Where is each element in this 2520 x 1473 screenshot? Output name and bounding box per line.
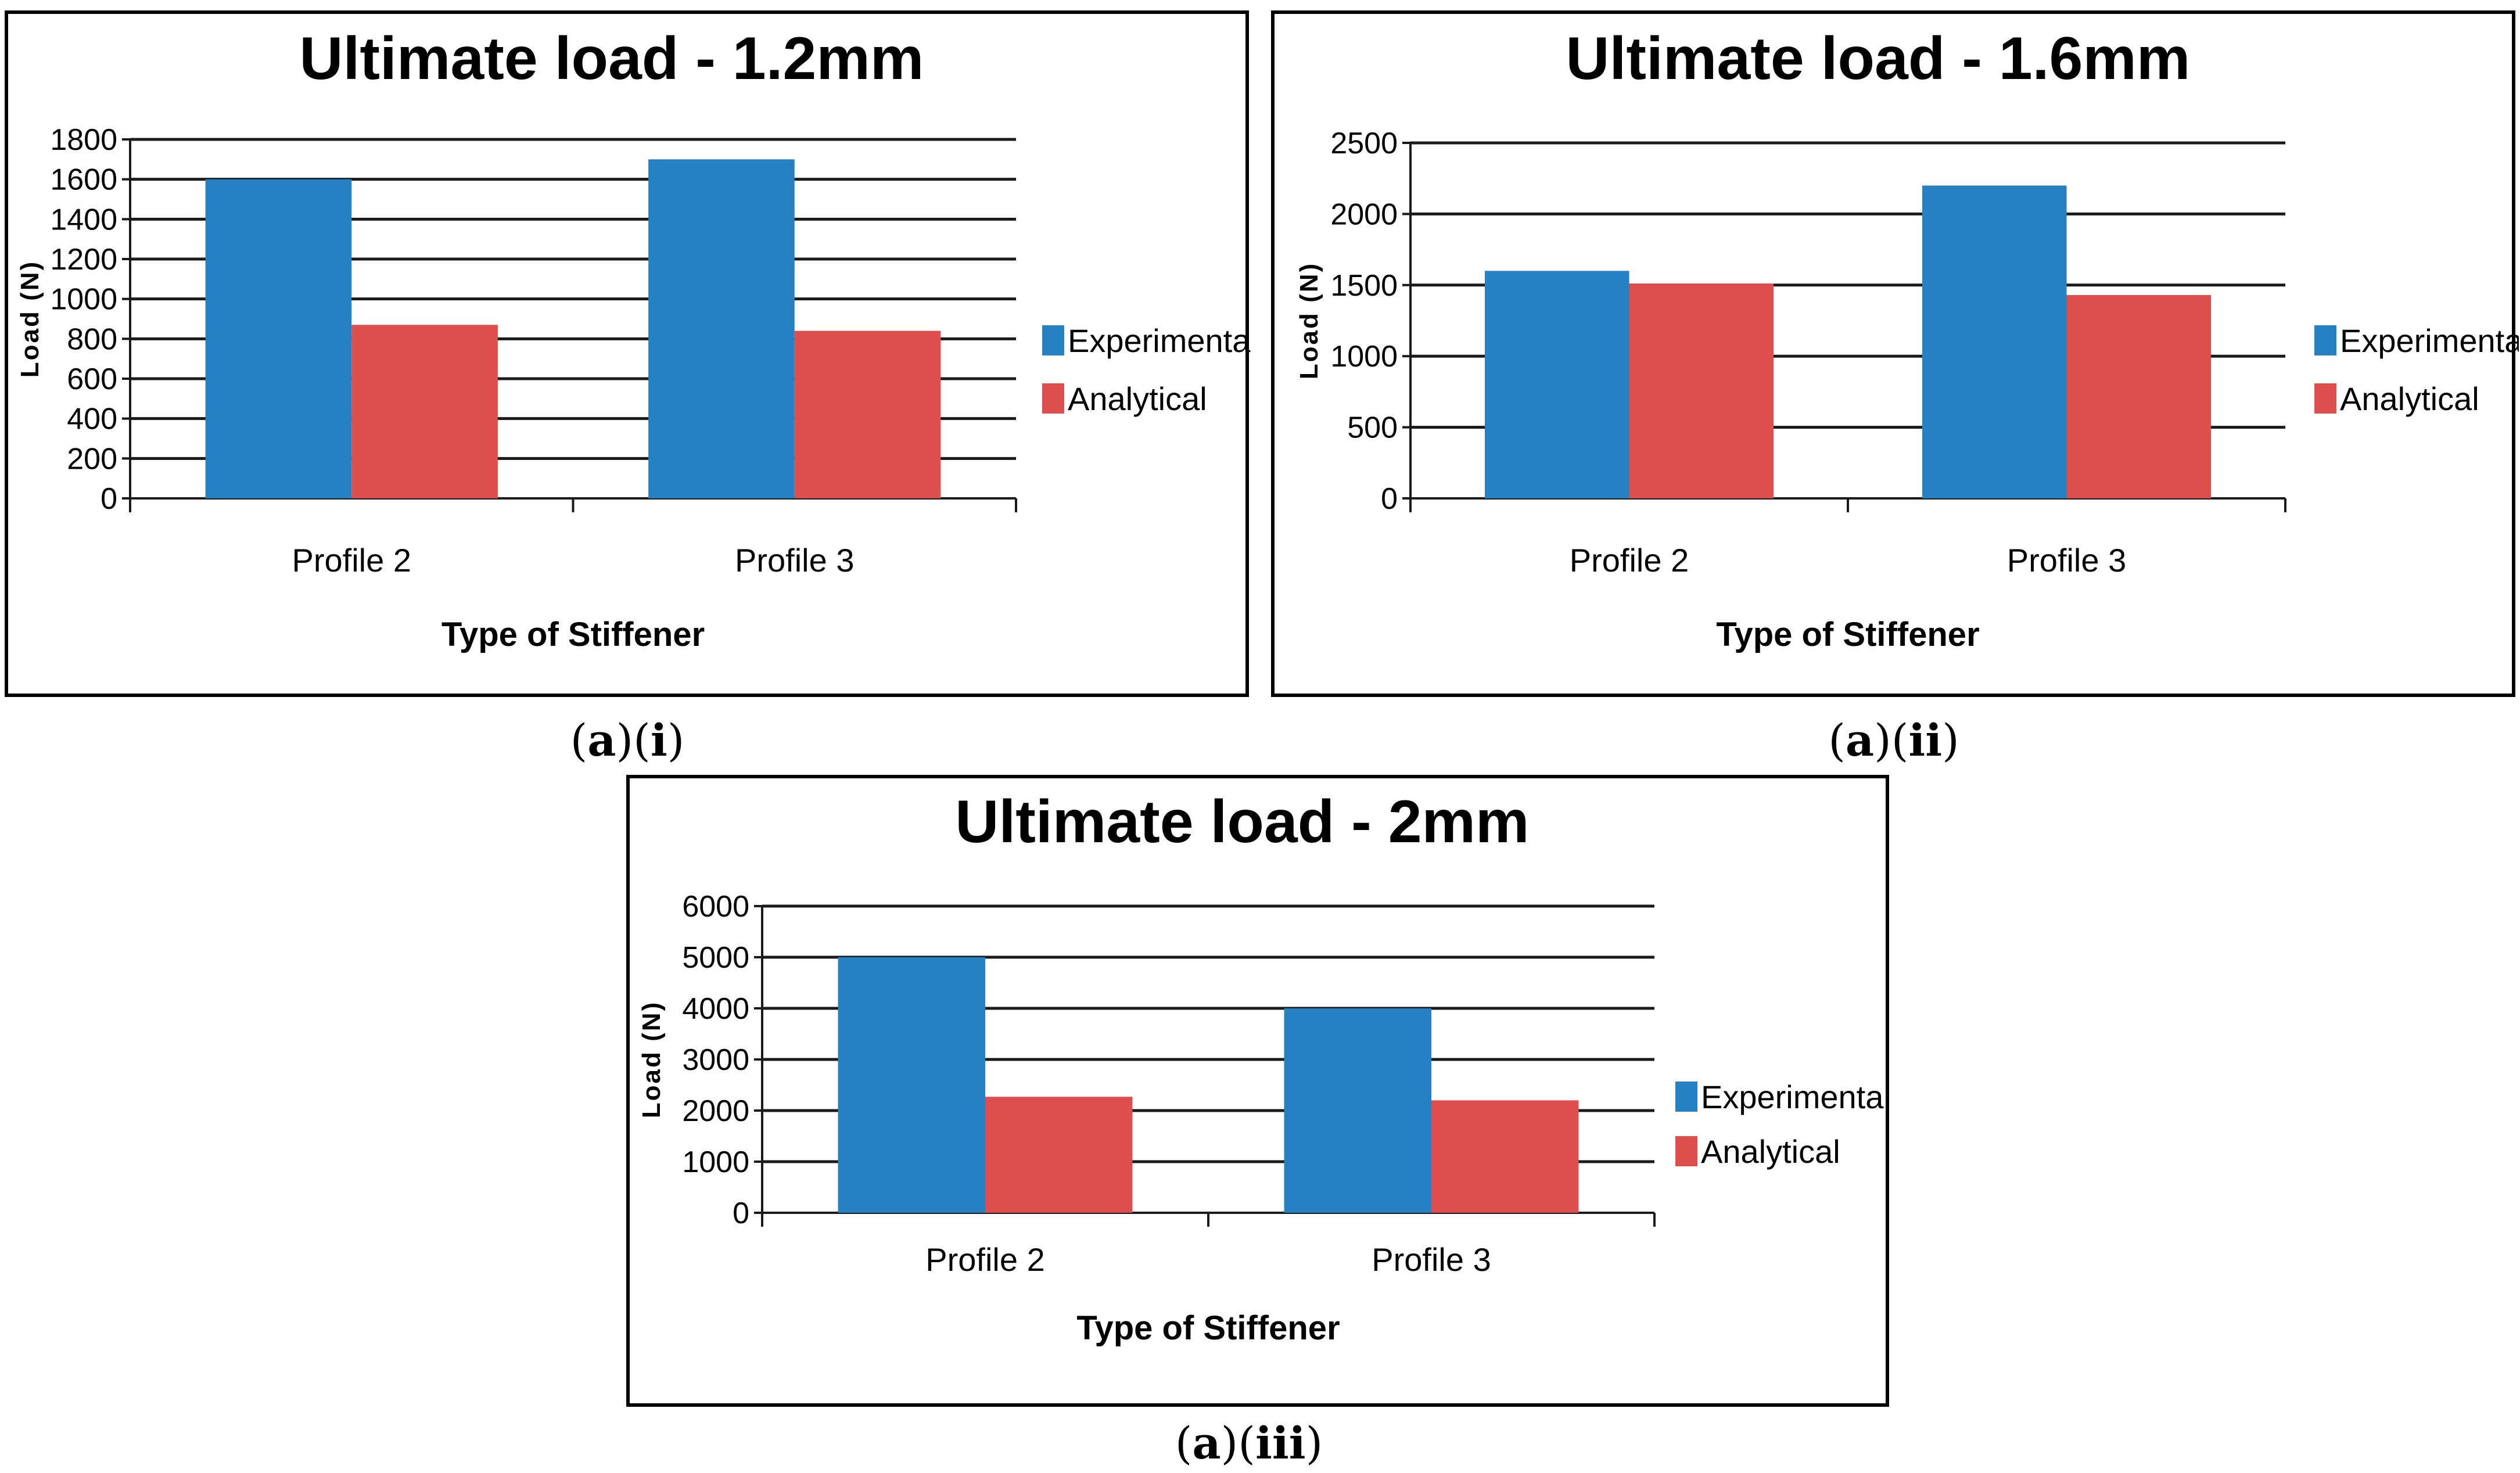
chart-caption-2: (a)(ii) [1828,714,1959,766]
y-tick-label: 0 [733,1197,749,1230]
chart-3: Ultimate load - 2mm 0 1000 2000 3000 4000 5000… [637,788,1891,1347]
x-category-label: Profile 2 [925,1241,1044,1278]
bar-analytical-profile-3 [1431,1100,1579,1213]
y-axis-title: Load (N) [637,1001,666,1118]
chart-title: Ultimate load - 2mm [955,788,1529,856]
x-category-label: Profile 2 [292,542,411,579]
y-tick-label: 1600 [50,163,117,197]
chart-2: Ultimate load - 1.6mm 0 500 1000 1500 2000 250… [1295,25,2519,653]
bar-analytical-profile-3 [2066,294,2211,498]
y-tick-label: 800 [67,322,117,356]
caption-letter: a [1192,1417,1221,1469]
y-tick-label: 1500 [1330,269,1398,303]
legend-label-experimental: Experimental [1068,322,1252,359]
y-axis-title: Load (N) [1295,262,1323,379]
x-axis-title: Type of Stiffener [1716,616,1979,653]
bar-experimental-profile-2 [1485,271,1629,498]
x-axis-title: Type of Stiffener [441,616,705,653]
y-tick-label: 2500 [1330,127,1398,160]
caption-letter: a [587,714,616,766]
y-tick-label: 200 [67,442,117,476]
legend-label-analytical: Analytical [1701,1133,1840,1170]
bar-analytical-profile-3 [794,330,941,498]
chart-caption-1: (a)(i) [570,714,685,766]
legend-swatch-analytical [1675,1136,1697,1166]
caption-roman: ii [1908,714,1943,766]
legend-swatch-experimental [2314,325,2336,355]
chart-title: Ultimate load - 1.2mm [299,25,924,92]
chart-panel-1: Ultimate load - 1.2mm 0 200 400 600 800 1000 12… [5,10,1252,697]
y-tick-label: 6000 [682,890,749,924]
y-tick-label: 1400 [50,203,117,236]
y-tick-label: 1200 [50,243,117,276]
bar-analytical-profile-2 [351,325,498,498]
y-axis-title: Load (N) [16,260,44,378]
bar-experimental-profile-3 [1284,1008,1431,1213]
y-tick-label: 2000 [682,1094,749,1128]
y-tick-label: 5000 [682,941,749,975]
bar-experimental-profile-2 [205,179,352,499]
y-tick-label: 4000 [682,992,749,1026]
chart-panel-2: Ultimate load - 1.6mm 0 500 1000 1500 2000 250… [1271,10,2519,697]
bar-analytical-profile-2 [1629,283,1774,498]
chart-panel-3: Ultimate load - 2mm 0 1000 2000 3000 4000 5000… [626,775,1891,1407]
bar-experimental-profile-2 [838,957,985,1213]
bar-experimental-profile-3 [648,159,795,498]
y-tick-label: 0 [1381,482,1398,516]
legend-swatch-analytical [1042,383,1064,414]
legend-label-experimental: Experimental [1701,1079,1891,1115]
chart-1: Ultimate load - 1.2mm 0 200 400 600 800 1000 12… [16,25,1252,653]
y-tick-label: 1000 [50,283,117,317]
legend-swatch-experimental [1042,325,1064,355]
caption-roman: iii [1255,1417,1306,1469]
y-tick-label: 0 [100,482,117,516]
bar-experimental-profile-3 [1922,185,2067,498]
x-axis-title: Type of Stiffener [1076,1309,1340,1347]
legend-label-analytical: Analytical [2340,380,2479,417]
y-tick-label: 500 [1347,411,1398,445]
x-category-label: Profile 3 [2007,542,2126,579]
caption-letter: a [1845,714,1875,766]
bar-analytical-profile-2 [985,1097,1133,1213]
legend-swatch-analytical [2314,383,2336,414]
y-tick-label: 1800 [50,123,117,157]
legend-swatch-experimental [1675,1082,1697,1112]
y-tick-label: 1000 [1330,340,1398,373]
chart-title: Ultimate load - 1.6mm [1566,25,2190,92]
caption-roman: i [650,714,667,766]
y-tick-label: 1000 [682,1145,749,1179]
y-tick-label: 600 [67,362,117,396]
x-category-label: Profile 3 [735,542,854,579]
legend-label-experimental: Experimental [2340,322,2519,359]
legend-label-analytical: Analytical [1068,380,1207,417]
y-tick-label: 3000 [682,1043,749,1077]
x-category-label: Profile 3 [1372,1241,1491,1278]
chart-caption-3: (a)(iii) [1175,1417,1323,1469]
y-tick-label: 400 [67,403,117,436]
y-tick-label: 2000 [1330,197,1398,231]
x-category-label: Profile 2 [1570,542,1689,579]
